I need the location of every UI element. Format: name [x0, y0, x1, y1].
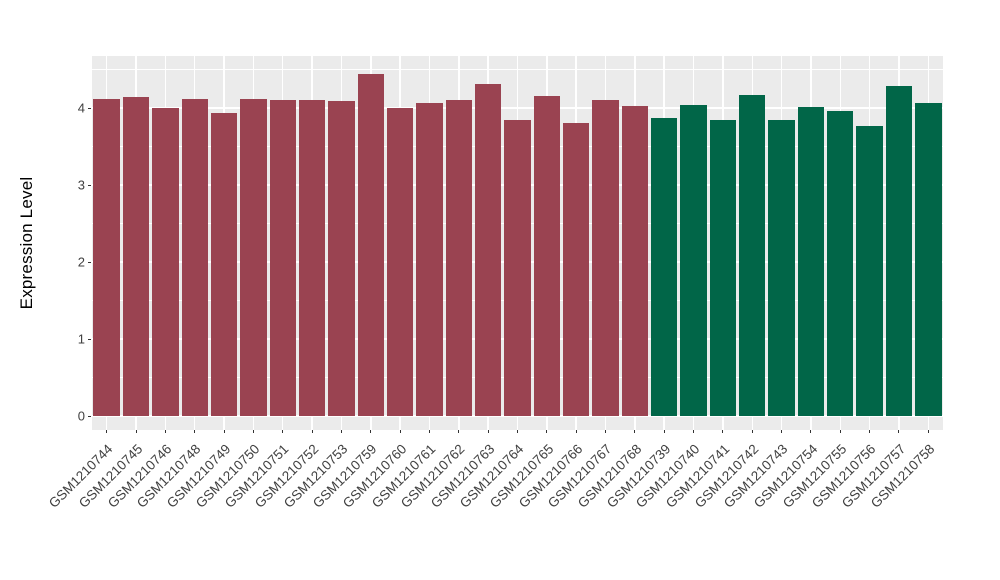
x-tick-mark — [546, 430, 548, 433]
bar-GSM1210765 — [533, 95, 561, 416]
x-tick-mark — [399, 430, 401, 433]
x-tick-mark — [106, 430, 108, 433]
bar-GSM1210740 — [680, 104, 707, 416]
x-tick-mark — [282, 430, 284, 433]
bar-GSM1210764 — [504, 120, 531, 416]
bar-GSM1210763 — [474, 84, 502, 416]
bar-GSM1210761 — [416, 103, 443, 416]
bar-GSM1210739 — [651, 118, 678, 416]
bar-GSM1210742 — [739, 94, 766, 416]
x-tick-mark — [634, 430, 636, 433]
x-tick-mark — [458, 430, 460, 433]
x-tick-mark — [839, 430, 841, 433]
y-tick-mark — [88, 184, 91, 186]
bar-GSM1210750 — [240, 98, 267, 416]
bar-GSM1210744 — [93, 98, 120, 416]
y-tick-label: 0 — [77, 408, 85, 424]
x-tick-mark — [487, 430, 489, 433]
x-tick-mark — [781, 430, 783, 433]
y-tick-label: 4 — [77, 100, 85, 116]
x-tick-mark — [223, 430, 225, 433]
x-tick-mark — [810, 430, 812, 433]
bar-GSM1210762 — [445, 99, 472, 416]
x-tick-mark — [340, 430, 342, 433]
bar-GSM1210745 — [122, 97, 150, 416]
y-tick-label: 3 — [77, 177, 85, 193]
x-tick-mark — [575, 430, 577, 433]
bar-GSM1210759 — [357, 74, 384, 416]
x-tick-mark — [135, 430, 137, 433]
bar-GSM1210749 — [210, 113, 238, 416]
x-tick-mark — [605, 430, 607, 433]
bar-GSM1210755 — [827, 111, 854, 416]
x-tick-mark — [927, 430, 929, 433]
bar-GSM1210753 — [328, 101, 355, 416]
bar-GSM1210752 — [298, 99, 326, 416]
x-tick-mark — [898, 430, 900, 433]
x-tick-mark — [252, 430, 254, 433]
x-tick-mark — [194, 430, 196, 433]
y-tick-mark — [88, 338, 91, 340]
bar-GSM1210756 — [856, 125, 883, 416]
y-tick-mark — [88, 415, 91, 417]
bar-GSM1210754 — [797, 107, 825, 416]
bar-GSM1210760 — [386, 108, 414, 416]
bar-GSM1210741 — [709, 119, 737, 416]
x-tick-mark — [693, 430, 695, 433]
bar-GSM1210748 — [181, 98, 208, 416]
x-tick-mark — [428, 430, 430, 433]
bar-GSM1210743 — [768, 119, 795, 416]
x-tick-mark — [751, 430, 753, 433]
y-tick-label: 1 — [77, 331, 85, 347]
x-tick-mark — [164, 430, 166, 433]
bar-GSM1210758 — [915, 102, 942, 416]
bar-GSM1210767 — [592, 100, 619, 416]
plot-panel — [92, 56, 943, 430]
bar-GSM1210757 — [885, 86, 913, 416]
bar-GSM1210746 — [152, 108, 179, 416]
x-tick-mark — [663, 430, 665, 433]
bar-GSM1210766 — [562, 123, 590, 416]
y-tick-mark — [88, 107, 91, 109]
x-tick-mark — [370, 430, 372, 433]
bar-GSM1210751 — [269, 99, 296, 416]
x-tick-mark — [517, 430, 518, 433]
x-tick-mark — [869, 430, 871, 433]
y-axis-title: Expression Level — [17, 176, 36, 310]
x-tick-mark — [311, 430, 313, 433]
bar-GSM1210768 — [621, 105, 649, 416]
y-tick-label: 2 — [77, 254, 85, 270]
y-tick-mark — [88, 261, 91, 263]
x-tick-mark — [722, 430, 724, 433]
